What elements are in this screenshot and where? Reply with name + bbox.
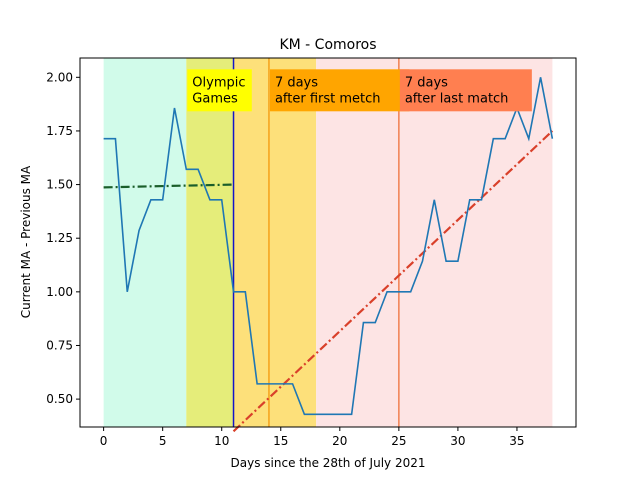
series-line-0 bbox=[103, 77, 554, 416]
x-axis-ticks: 0 5 10 15 20 25 30 35 bbox=[100, 427, 525, 448]
y-tick-label-4: 1.50 bbox=[46, 178, 73, 192]
y-tick-label-0: 0.50 bbox=[46, 392, 73, 406]
band-1 bbox=[186, 58, 234, 427]
annotation-text-1-1: after first metch bbox=[275, 91, 381, 106]
annotation-box-2 bbox=[399, 69, 532, 112]
annotation-text-1-0: 7 days bbox=[275, 75, 318, 90]
y-tick-label-2: 1.00 bbox=[46, 285, 73, 299]
x-tick-label-10: 10 bbox=[214, 434, 229, 448]
plot-frame bbox=[79, 57, 577, 428]
series-lines bbox=[103, 77, 554, 416]
y-axis-ticks: 0.50 0.75 1.00 1.25 1.50 1.75 2.00 bbox=[46, 70, 80, 406]
annotation-text-2-1: after last match bbox=[405, 91, 509, 106]
annotation-text-0-1: Games bbox=[192, 91, 238, 106]
annotation-text-2-0: 7 days bbox=[405, 75, 448, 90]
annotation-box-1 bbox=[269, 69, 410, 112]
y-tick-label-3: 1.25 bbox=[46, 231, 73, 245]
band-2 bbox=[233, 58, 317, 427]
x-tick-label-5: 5 bbox=[159, 434, 167, 448]
chart-title: KM - Comoros bbox=[279, 37, 376, 53]
y-tick-label-1: 0.75 bbox=[46, 338, 73, 352]
annotation-text-0-0: Olympic bbox=[192, 75, 245, 90]
background-bands bbox=[103, 58, 553, 427]
x-axis-label: Days since the 28th of July 2021 bbox=[231, 456, 426, 470]
x-tick-label-30: 30 bbox=[450, 434, 465, 448]
x-tick-label-35: 35 bbox=[509, 434, 524, 448]
trend-line-0 bbox=[103, 183, 234, 189]
x-tick-label-20: 20 bbox=[332, 434, 347, 448]
y-tick-label-5: 1.75 bbox=[46, 124, 73, 138]
annotation-box-0 bbox=[187, 69, 252, 112]
x-tick-label-25: 25 bbox=[391, 434, 406, 448]
event-lines bbox=[232, 58, 400, 427]
x-tick-label-15: 15 bbox=[273, 434, 288, 448]
y-axis-label: Current MA - Previous MA bbox=[19, 165, 33, 318]
trend-lines bbox=[103, 130, 554, 433]
x-tick-label-0: 0 bbox=[100, 434, 108, 448]
y-tick-label-6: 2.00 bbox=[46, 70, 73, 84]
trend-line-1 bbox=[232, 130, 554, 433]
